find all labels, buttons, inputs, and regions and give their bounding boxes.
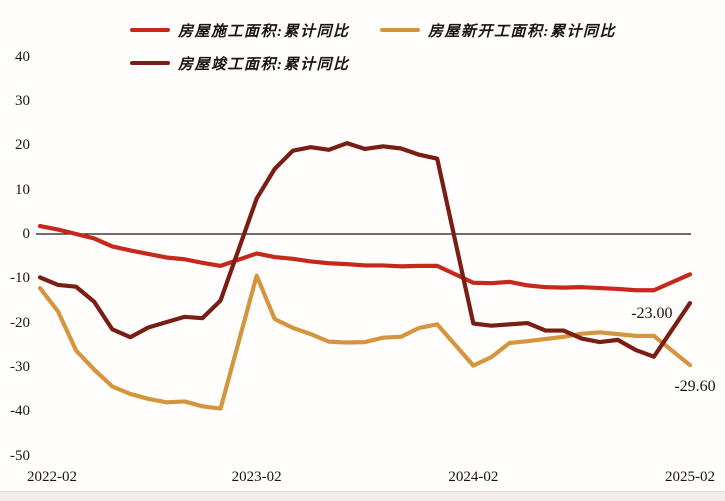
series-line-2 — [37, 141, 693, 359]
x-tick-label: 2025-02 — [665, 469, 715, 485]
legend-label: 房屋新开工面积:累计同比 — [428, 23, 616, 40]
x-tick-label: 2024-02 — [448, 469, 499, 485]
y-tick-label: -50 — [10, 447, 30, 464]
legend-label: 房屋竣工面积:累计同比 — [178, 56, 350, 73]
page-edge-strip — [0, 491, 725, 501]
legend-label: 房屋施工面积:累计同比 — [178, 23, 350, 40]
y-tick-label: -20 — [10, 314, 30, 331]
y-tick-label: -30 — [10, 358, 30, 375]
legend-swatch-orange — [380, 27, 420, 33]
y-tick-label: -10 — [10, 270, 30, 287]
y-tick-label: 0 — [22, 226, 31, 242]
y-tick-label: 40 — [15, 48, 30, 65]
data-label-new-starts-2025-02: -29.60 — [674, 378, 716, 396]
legend-item-completed-area: 房屋竣工面积:累计同比 — [130, 54, 350, 73]
x-tick-label: 2023-02 — [231, 469, 282, 485]
legend-item-new-starts-area: 房屋新开工面积:累计同比 — [380, 21, 616, 40]
y-tick-label: 30 — [15, 93, 30, 110]
series-line-0 — [37, 223, 693, 293]
y-tick-label: -40 — [10, 403, 30, 420]
x-tick-label: 2022-02 — [27, 469, 77, 485]
legend-item-construction-area: 房屋施工面积:累计同比 — [130, 21, 350, 40]
data-label-new-starts-2024-12: -23.00 — [631, 304, 673, 322]
legend-swatch-red — [130, 27, 170, 33]
y-tick-label: 10 — [15, 181, 30, 198]
legend-swatch-darkred — [130, 60, 170, 66]
y-tick-label: 20 — [15, 137, 30, 154]
